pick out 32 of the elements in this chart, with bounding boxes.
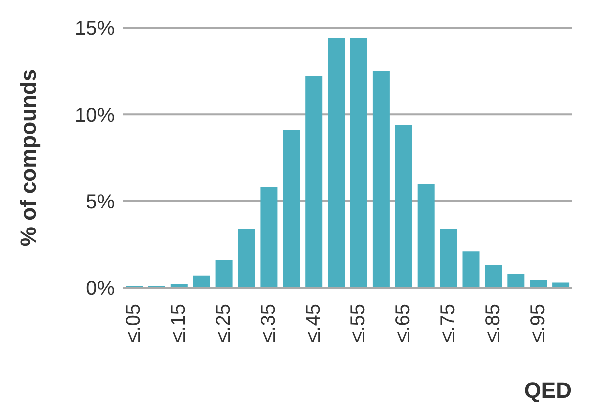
- bar: [440, 229, 458, 288]
- bar: [260, 187, 278, 288]
- bar: [350, 38, 368, 288]
- bar: [418, 184, 435, 288]
- bar: [238, 229, 256, 288]
- x-tick-label: ≤.85: [482, 304, 504, 343]
- y-tick-label: 10%: [74, 104, 116, 127]
- x-tick-label: ≤.45: [302, 304, 325, 343]
- x-tick-label: ≤.35: [258, 304, 280, 343]
- bar: [530, 280, 548, 288]
- x-tick-label: ≤.55: [348, 304, 370, 343]
- bar: [395, 125, 412, 288]
- bar: [372, 71, 390, 288]
- x-tick-label: ≤.15: [168, 304, 190, 343]
- y-tick-label: 15%: [74, 18, 116, 40]
- bar: [306, 76, 323, 288]
- x-tick-label: ≤.25: [213, 304, 236, 343]
- x-axis-title: QED: [524, 378, 572, 403]
- x-tick-label: ≤.65: [392, 304, 415, 343]
- y-tick-label: 0%: [86, 278, 116, 300]
- x-tick-label: ≤.75: [438, 304, 460, 343]
- bar: [283, 130, 300, 288]
- bar: [328, 38, 346, 288]
- bar: [508, 274, 525, 288]
- y-tick-label: 5%: [86, 191, 116, 214]
- x-tick-label: ≤.05: [123, 304, 146, 343]
- bar: [193, 276, 210, 288]
- y-axis-title: % of compounds: [16, 69, 41, 247]
- x-tick-label: ≤.95: [527, 304, 550, 343]
- bar: [462, 252, 480, 288]
- bar: [485, 265, 502, 288]
- bar: [216, 260, 233, 288]
